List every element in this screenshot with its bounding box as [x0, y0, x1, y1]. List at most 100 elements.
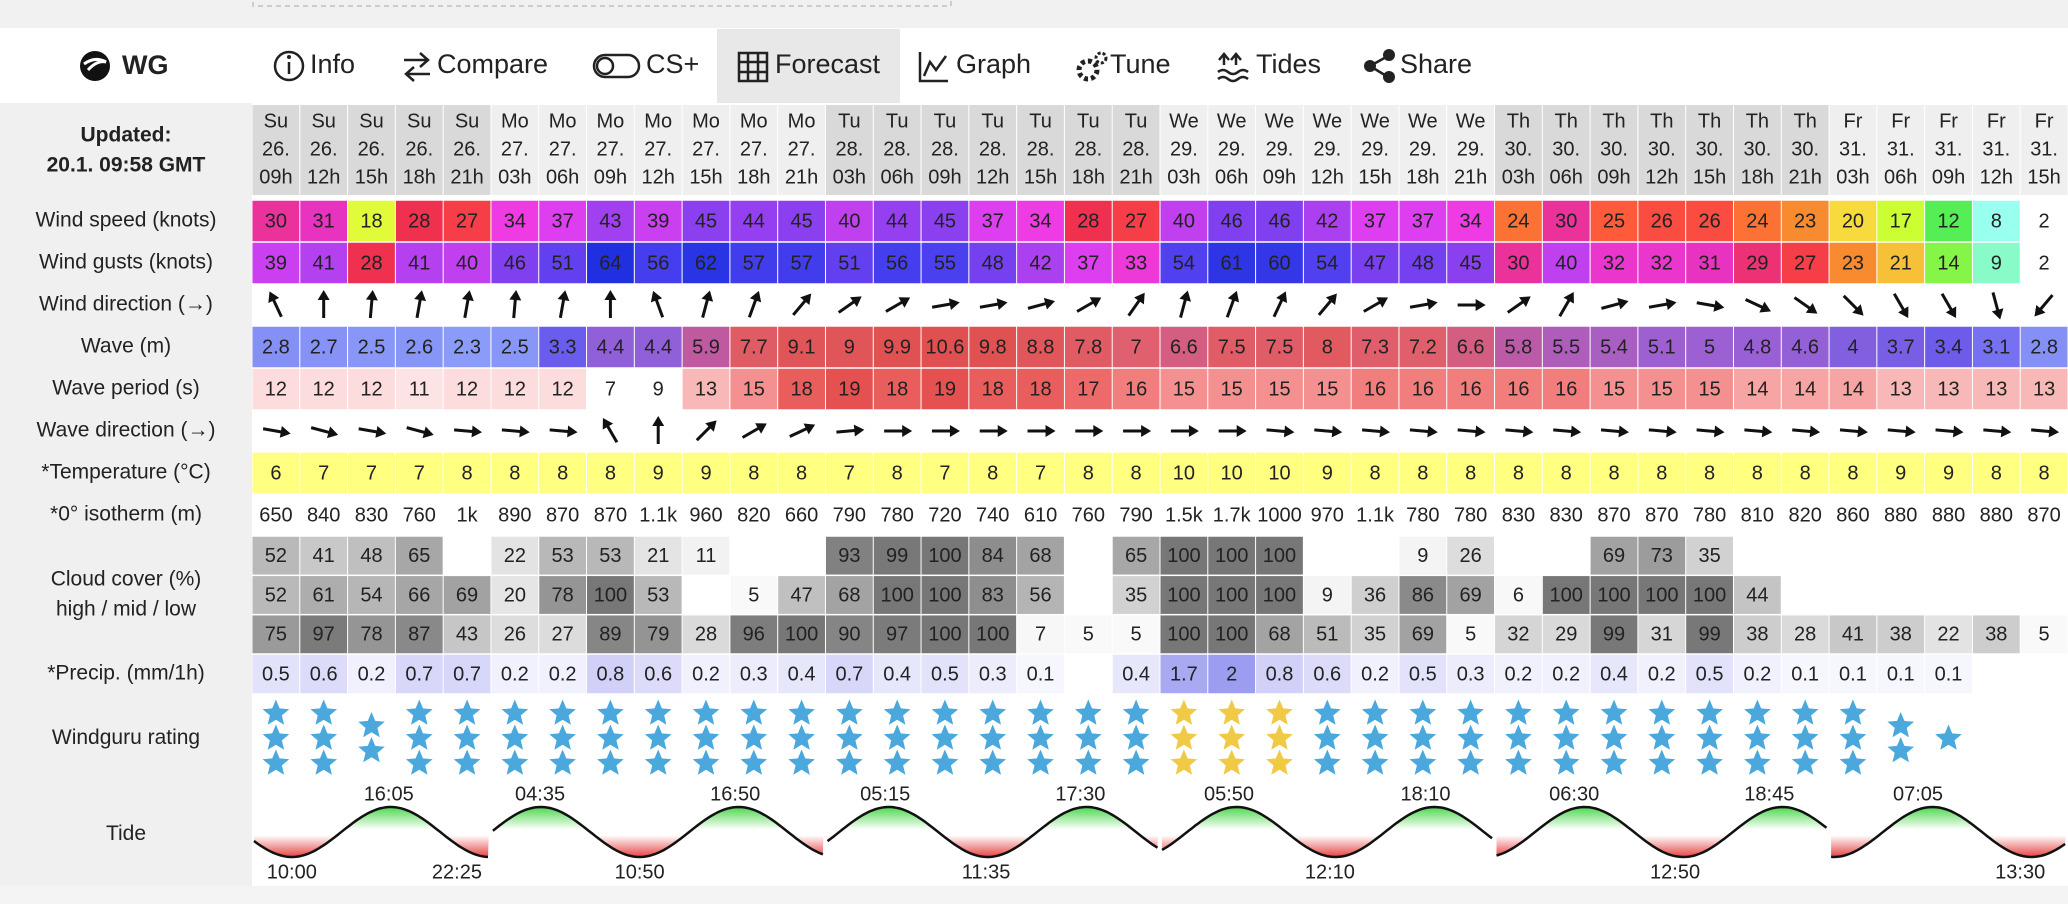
- cell: [1542, 326, 1590, 368]
- arrow-head: [1898, 306, 1909, 318]
- header-date: 29.: [1457, 138, 1485, 160]
- cell-value: 8: [1322, 336, 1333, 358]
- cell-value: 44: [1746, 584, 1768, 606]
- cell: [2020, 615, 2068, 654]
- cell-value: 69: [456, 584, 478, 606]
- nav-label[interactable]: Graph: [956, 49, 1031, 79]
- cell: [1208, 576, 1256, 614]
- cell-value: 41: [1842, 624, 1864, 646]
- arrow-shaft: [1317, 297, 1334, 316]
- nav-share[interactable]: Share: [1364, 49, 1472, 83]
- cell-value: 69: [1460, 584, 1482, 606]
- nav-label[interactable]: Tune: [1110, 49, 1171, 79]
- cell-value: 660: [785, 504, 818, 526]
- header-date: 27.: [692, 138, 720, 160]
- cell-value: 7.7: [740, 336, 768, 358]
- cell-value: 28: [1077, 210, 1099, 232]
- header-cell: [1590, 105, 1638, 195]
- header-date: 31.: [1935, 138, 1963, 160]
- nav-label[interactable]: Compare: [437, 49, 548, 79]
- header-cell: [1972, 105, 2020, 195]
- rating: [1457, 699, 1484, 775]
- nav-label[interactable]: Info: [310, 49, 355, 79]
- nav-cs[interactable]: CS+: [592, 49, 699, 79]
- tide-curve: [253, 805, 489, 859]
- header-date: 29.: [1218, 138, 1246, 160]
- cell: [1351, 326, 1399, 368]
- nav-graph[interactable]: Graph: [918, 49, 1031, 83]
- arrow-head: [898, 297, 911, 308]
- cell: [1877, 654, 1925, 694]
- header-hour: 18h: [737, 166, 770, 188]
- cell-value: 1000: [1257, 504, 1302, 526]
- cell-value: 48: [1412, 252, 1434, 274]
- cell-value: 8: [1991, 210, 2002, 232]
- cell: [443, 200, 491, 242]
- cell-value: 1.1k: [639, 504, 678, 526]
- nav-tides[interactable]: Tides: [1217, 49, 1321, 83]
- nav-forecast[interactable]: Forecast: [737, 49, 881, 83]
- rating: [1600, 699, 1628, 775]
- nav-label[interactable]: Forecast: [775, 49, 881, 79]
- nav-tune[interactable]: Tune: [1076, 49, 1171, 82]
- cell-value: 65: [408, 545, 430, 567]
- header-day: Mo: [644, 110, 672, 132]
- header-hour: 18h: [1406, 166, 1439, 188]
- cell-value: 720: [928, 504, 961, 526]
- cell-value: 830: [355, 504, 388, 526]
- header-cell: [1829, 105, 1877, 195]
- nav-compare[interactable]: Compare: [404, 49, 548, 82]
- cell-value: 0.1: [1791, 663, 1819, 685]
- header-day: Th: [1793, 110, 1816, 132]
- nav-info[interactable]: Info: [273, 49, 355, 82]
- arrow-shaft: [1744, 428, 1766, 434]
- nav-label[interactable]: Share: [1400, 49, 1472, 79]
- cell: [825, 368, 873, 410]
- cell-value: 32: [1603, 252, 1625, 274]
- direction-arrow: [262, 425, 291, 438]
- cell: [873, 242, 921, 284]
- header-hour: 12h: [307, 166, 340, 188]
- cell-value: 10: [1268, 462, 1290, 484]
- cell: [921, 368, 969, 410]
- arrow-head: [375, 425, 387, 438]
- star: [310, 699, 337, 725]
- cell-value: 44: [886, 210, 908, 232]
- cell-value: 40: [1555, 252, 1577, 274]
- cell-value: 40: [1173, 210, 1195, 232]
- nav-label[interactable]: Tides: [1256, 49, 1321, 79]
- cell: [443, 242, 491, 284]
- cell: [873, 576, 921, 614]
- direction-arrow: [884, 425, 913, 437]
- cell-value: 79: [647, 624, 669, 646]
- cell-value: 9: [844, 336, 855, 358]
- star: [1266, 724, 1293, 750]
- cell: [1256, 536, 1303, 575]
- cell-value: 21: [1890, 252, 1912, 274]
- star: [1839, 699, 1867, 725]
- cell: [1495, 615, 1542, 654]
- rating: [788, 699, 815, 775]
- cell: [825, 615, 873, 654]
- direction-arrow: [317, 290, 330, 318]
- cell: [443, 452, 491, 494]
- cell-value: 45: [790, 210, 812, 232]
- cell-value: 0.7: [835, 663, 863, 685]
- star: [1122, 749, 1150, 775]
- cell-value: 5.1: [1648, 336, 1676, 358]
- header-cell: [634, 105, 682, 195]
- cell: [1064, 452, 1112, 494]
- cell: [873, 654, 921, 694]
- nav-label[interactable]: CS+: [646, 49, 699, 79]
- cell-value: 0.6: [644, 663, 672, 685]
- updated-time: 20.1. 09:58 GMT: [47, 154, 206, 177]
- star: [405, 699, 433, 725]
- arrow-shaft: [789, 426, 810, 438]
- cell: [825, 452, 873, 494]
- cell-value: 8: [1417, 462, 1428, 484]
- cell: [1590, 615, 1638, 654]
- star: [788, 724, 815, 750]
- cell: [921, 452, 969, 494]
- cell: [1208, 615, 1256, 654]
